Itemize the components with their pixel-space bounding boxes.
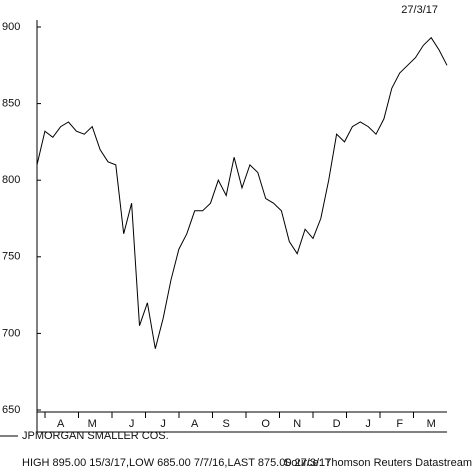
x-tick-label: M	[427, 418, 436, 430]
source: Source: Thomson Reuters Datastream	[284, 457, 472, 469]
x-tick-label: D	[333, 418, 341, 430]
x-tick-label: J	[160, 418, 166, 430]
x-tick-label: O	[261, 418, 270, 430]
chart-date: 27/3/17	[401, 4, 438, 16]
footer: HIGH 895.00 15/3/17,LOW 685.00 7/7/16,LA…	[22, 457, 331, 469]
series-line	[36, 36, 448, 349]
x-tick-label: M	[88, 418, 97, 430]
y-tick-label: 900	[2, 21, 20, 33]
y-tick-label: 800	[2, 174, 20, 186]
x-tick-label: A	[191, 418, 199, 430]
x-tick-label: F	[396, 418, 403, 430]
y-tick-label: 750	[2, 251, 20, 263]
x-tick-label: S	[223, 418, 230, 430]
y-tick-label: 650	[2, 404, 20, 416]
x-tick-label: J	[129, 418, 135, 430]
y-tick-label: 700	[2, 327, 20, 339]
y-tick-label: 850	[2, 98, 20, 110]
x-tick-label: N	[293, 418, 301, 430]
x-tick-label: A	[57, 418, 65, 430]
x-tick-label: J	[365, 418, 371, 430]
legend-label: JPMORGAN SMALLER COS.	[22, 430, 169, 442]
